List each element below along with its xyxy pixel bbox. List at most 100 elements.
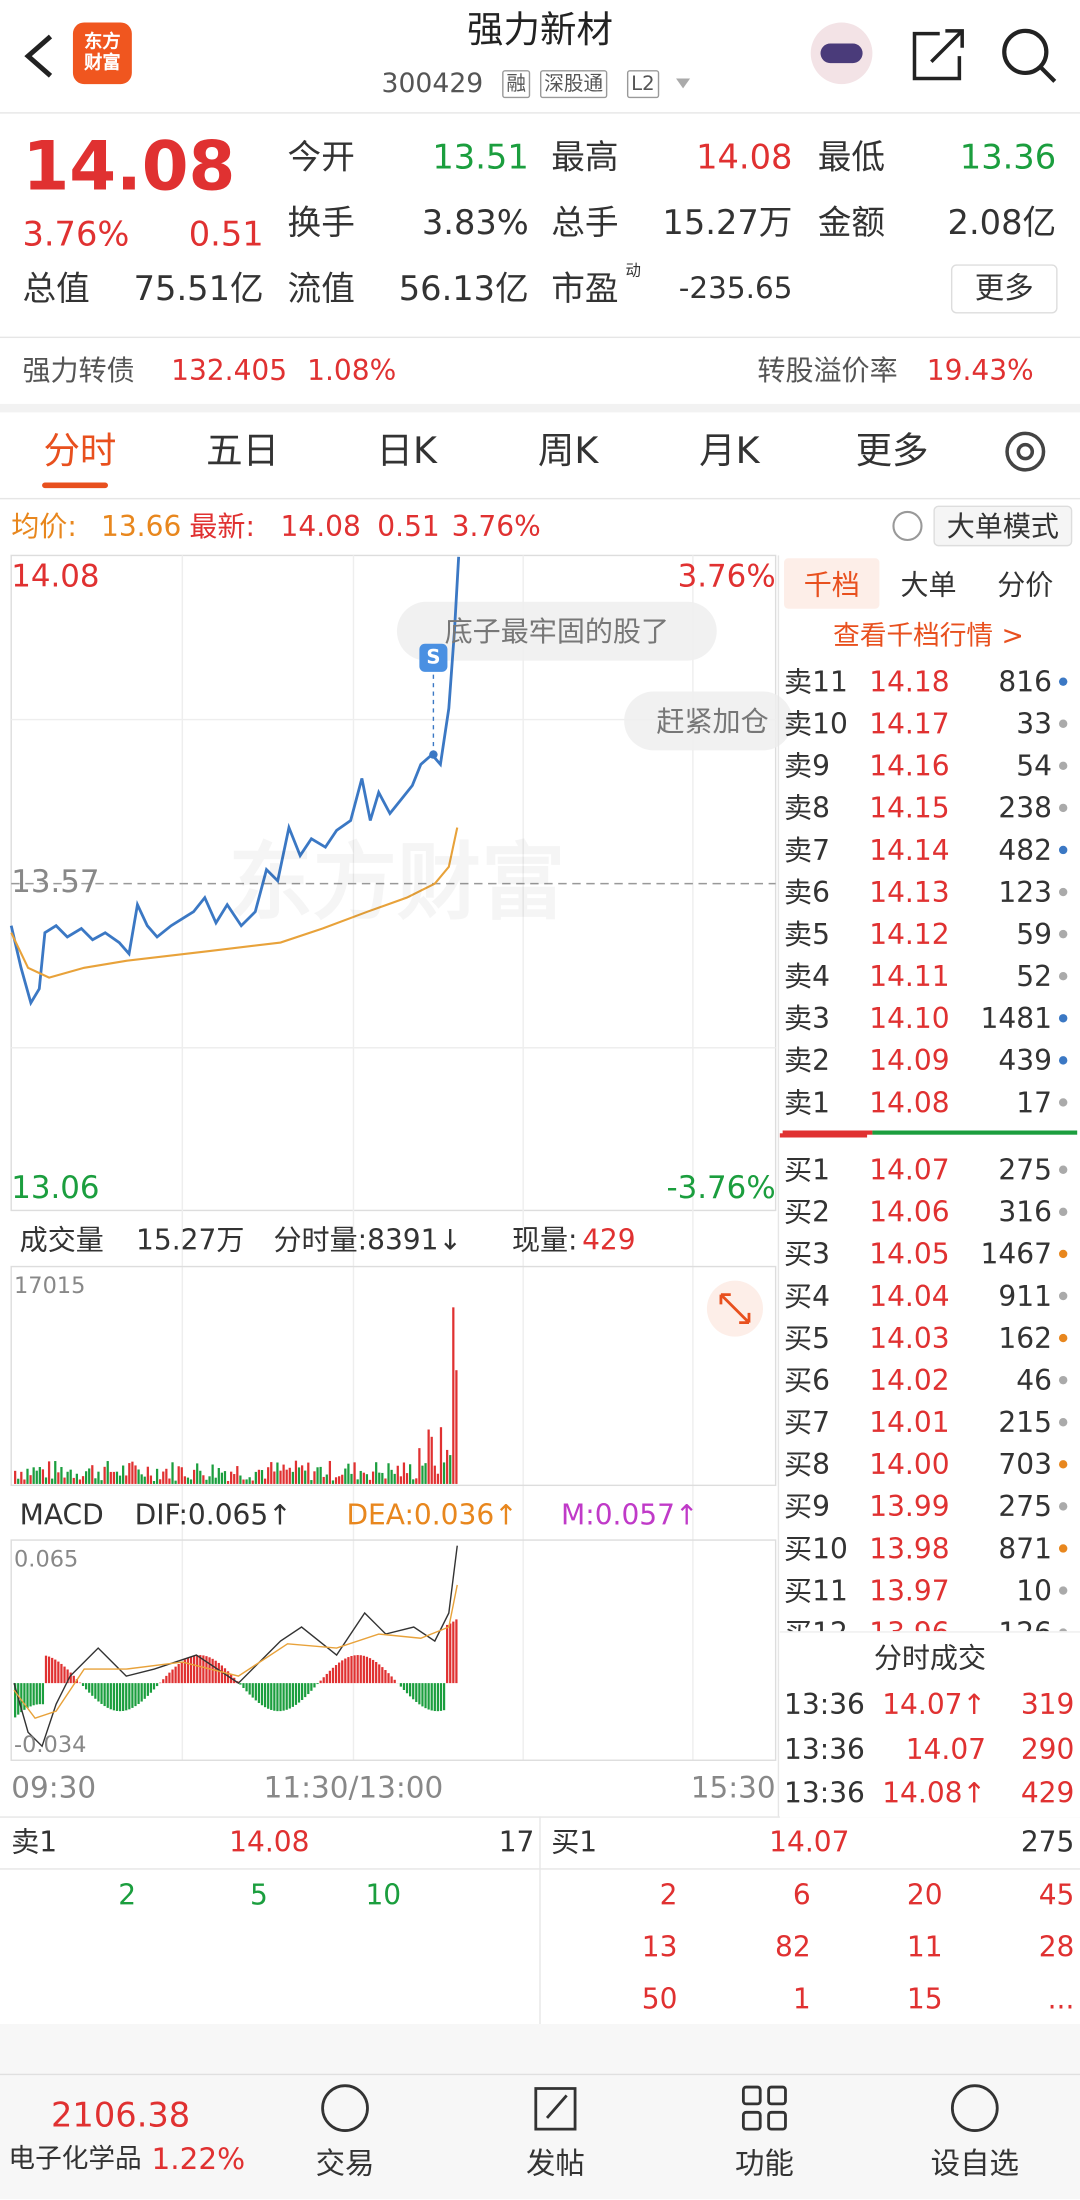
back-icon[interactable] [24, 34, 53, 78]
stock-name: 强力新材 [467, 9, 613, 52]
level-dot [1058, 972, 1068, 981]
macd-bar [304, 1683, 307, 1698]
more-button[interactable]: 更多 [950, 264, 1058, 314]
volume-bar [214, 1477, 217, 1484]
macd-bar [455, 1619, 458, 1684]
volume-bar [452, 1307, 455, 1484]
order: 15 [906, 1981, 943, 2016]
volume-bar [263, 1478, 267, 1484]
volume-bar [341, 1474, 344, 1484]
book-tab[interactable]: 大单 [900, 568, 957, 602]
level: 买10 [784, 1531, 848, 1566]
macd-bar [362, 1655, 365, 1684]
trades-title[interactable]: 分时成交 [873, 1641, 987, 1675]
book-tab-active[interactable] [784, 558, 880, 609]
order: ... [1047, 1981, 1075, 2016]
comment-bubble: 赶紧加仓 [656, 706, 769, 735]
queue-volume: 275 [1020, 1824, 1075, 1859]
volume-bar [112, 1471, 116, 1484]
macd-bar [226, 1671, 230, 1684]
dropdown[interactable] [676, 78, 691, 89]
macd-bar [103, 1683, 106, 1707]
book-tab[interactable]: 千档 [803, 568, 860, 602]
mode-button[interactable] [933, 505, 1073, 547]
stat-label: 今开 [287, 137, 355, 177]
tab[interactable]: 周K [537, 430, 599, 473]
tab[interactable]: 分时 [43, 430, 117, 473]
tab[interactable]: 更多 [855, 430, 929, 473]
volume-bar [381, 1472, 384, 1484]
macd-bar [115, 1683, 119, 1711]
volume-bar [180, 1467, 183, 1484]
bubble [624, 691, 793, 751]
volume-bar [251, 1480, 254, 1484]
macd-bar [140, 1683, 143, 1702]
nav-item[interactable]: 设自选 [930, 2146, 1019, 2181]
nav-item[interactable]: 交易 [315, 2146, 375, 2181]
tab[interactable]: 月K [699, 430, 760, 473]
macd-bar [29, 1683, 32, 1707]
volume-bar [109, 1471, 112, 1484]
level-price: 14.04 [869, 1279, 950, 1313]
trade-time: 13:36 [784, 1687, 865, 1721]
queue-price: 14.07 [769, 1824, 850, 1859]
macd-bar [288, 1683, 291, 1709]
stat-value: 13.51 [432, 137, 529, 177]
volume-bar [165, 1468, 168, 1484]
mode-button[interactable]: 大单模式 [946, 509, 1059, 543]
macd-bar [313, 1683, 316, 1688]
book-tab[interactable]: 分价 [997, 568, 1054, 602]
volume-bar [300, 1465, 304, 1484]
stat-value: 13.36 [959, 137, 1057, 177]
nav-item[interactable]: 发帖 [525, 2146, 585, 2181]
nav-item[interactable]: 功能 [734, 2146, 794, 2181]
level-dot [1058, 1291, 1068, 1301]
volume-bar [294, 1460, 298, 1484]
logo: 东方财富 [84, 32, 121, 75]
volume-bar [245, 1479, 248, 1484]
volume-label[interactable]: 成交量 [19, 1223, 104, 1257]
settings-icon[interactable] [1005, 431, 1046, 472]
level: 卖7 [784, 833, 830, 867]
macd-bar [248, 1683, 251, 1695]
volume-bar [279, 1470, 282, 1484]
volume-bar [94, 1478, 97, 1484]
macd-bar [251, 1683, 254, 1698]
search-icon[interactable] [1002, 28, 1049, 76]
pe-tag: 动 [625, 261, 641, 280]
premium: 19.43% [926, 353, 1034, 388]
macd-bar [399, 1683, 402, 1687]
help-icon[interactable] [892, 510, 923, 542]
order: 45 [1038, 1878, 1075, 1912]
axis-label: 13.06 [11, 1171, 100, 1207]
macd-label[interactable]: MACD [19, 1497, 104, 1532]
dif: DIF:0.065↑ [134, 1497, 292, 1532]
volume-bar [254, 1471, 257, 1484]
level-price: 14.06 [869, 1195, 950, 1229]
tab[interactable]: 五日 [206, 430, 280, 473]
volume-bar [331, 1480, 335, 1484]
macd-bar [41, 1683, 45, 1705]
tab[interactable]: 日K [376, 430, 437, 473]
macd-bar [430, 1683, 433, 1711]
macd-bar [405, 1683, 409, 1694]
volume-bar [313, 1471, 316, 1484]
bond-price: 132.405 [171, 353, 288, 388]
macd-bar [267, 1683, 270, 1709]
volume-bar [118, 1475, 122, 1484]
macd-bar [436, 1683, 440, 1712]
volume-bar [276, 1462, 279, 1484]
book-link[interactable]: 查看千档行情 > [833, 620, 1024, 652]
queue-price: 14.08 [229, 1824, 310, 1859]
volume-bar [359, 1470, 362, 1484]
share-icon[interactable] [912, 29, 964, 81]
macd-bar [177, 1663, 180, 1684]
level: 买9 [784, 1489, 830, 1524]
macd-bar [20, 1683, 23, 1713]
volume-bar [257, 1469, 261, 1484]
volume-bar [186, 1477, 190, 1484]
macd-bar [415, 1683, 418, 1702]
volume-bar [433, 1465, 436, 1484]
trade-volume: 429 [1020, 1775, 1075, 1810]
macd-bar [390, 1676, 393, 1684]
